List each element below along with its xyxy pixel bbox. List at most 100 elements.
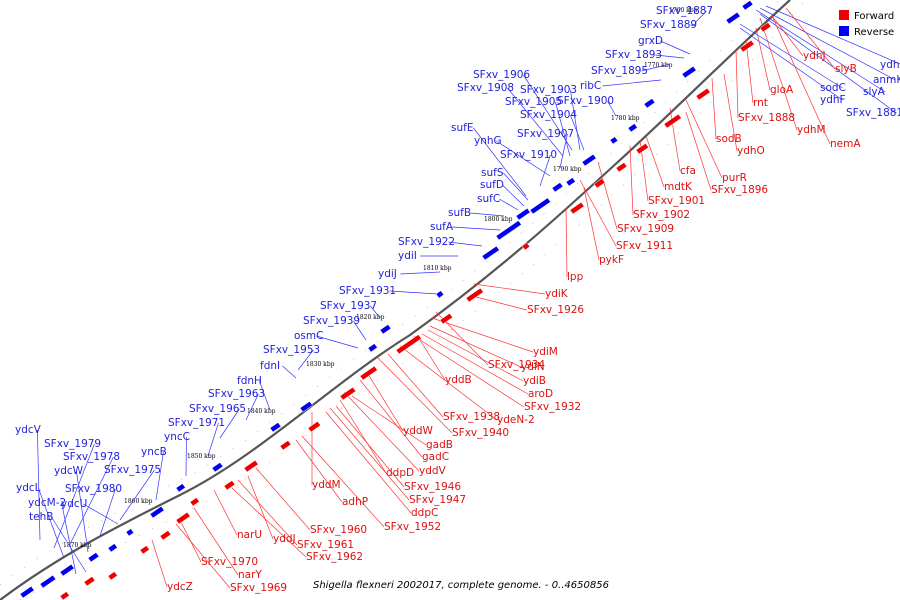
reverse-gene-label: SFxv_1971 xyxy=(168,417,225,429)
forward-leader-line xyxy=(597,161,618,230)
reverse-leader-line xyxy=(119,469,155,521)
reverse-gene-block xyxy=(211,462,224,473)
reverse-leader-line xyxy=(400,271,441,275)
legend-reverse-swatch xyxy=(839,26,849,36)
forward-gene-block xyxy=(175,511,191,525)
reverse-gene-label: sufC xyxy=(477,193,500,205)
forward-gene-label: SFxv_1926 xyxy=(527,304,584,316)
forward-gene-label: lpp xyxy=(567,271,584,283)
reverse-gene-label: SFxv_1893 xyxy=(605,49,662,61)
forward-gene-block xyxy=(159,530,172,541)
reverse-leader-line xyxy=(765,5,900,65)
reverse-leader-line xyxy=(503,172,529,201)
forward-leader-line xyxy=(237,479,298,546)
genome-caption: Shigella flexneri 2002017, complete geno… xyxy=(313,580,609,591)
tick-layer: 1760 kbp 1770 kbp 1780 kbp 1790 kbp 1800 kbp… xyxy=(63,7,698,549)
forward-gene-block xyxy=(359,365,378,381)
reverse-gene-label: SFxv_1910 xyxy=(500,149,557,161)
reverse-leader-line xyxy=(499,198,519,211)
reverse-leader-line xyxy=(37,429,41,541)
reverse-leader-line xyxy=(207,422,219,457)
forward-leader-line xyxy=(351,395,427,446)
forward-gene-label: yddJ xyxy=(273,533,296,545)
reverse-leader-line xyxy=(219,408,240,439)
reverse-leader-line xyxy=(507,87,564,157)
reverse-gene-label: SFxv_1979 xyxy=(44,438,101,450)
reverse-gene-label: anmK xyxy=(873,74,900,86)
forward-gene-label: SFxv_1961 xyxy=(297,539,354,551)
reverse-gene-label: SFxv_1922 xyxy=(398,236,455,248)
reverse-gene-label: osmC xyxy=(294,330,323,342)
reverse-leader-line xyxy=(155,451,164,501)
forward-gene-block xyxy=(307,421,321,433)
forward-gene-label: SFxv_1902 xyxy=(633,209,690,221)
reverse-leader-line xyxy=(69,456,114,545)
forward-leader-line xyxy=(427,329,524,382)
forward-leader-line xyxy=(735,49,739,119)
reverse-gene-label: sufE xyxy=(451,122,473,134)
reverse-gene-block xyxy=(515,207,531,221)
forward-gene-label: yddW xyxy=(403,425,434,437)
forward-gene-block xyxy=(593,178,606,189)
reverse-gene-label: ydcU xyxy=(61,498,87,510)
forward-leader-line xyxy=(565,207,568,278)
reverse-gene-block xyxy=(725,11,741,25)
reverse-gene-block xyxy=(495,220,522,241)
forward-gene-label: cfa xyxy=(680,165,696,177)
forward-leader-line xyxy=(583,187,600,261)
forward-leader-line xyxy=(745,39,754,104)
reverse-gene-label: sufS xyxy=(481,167,504,179)
reverse-leader-line xyxy=(739,27,843,101)
reverse-gene-label: SFxv_1900 xyxy=(557,95,614,107)
forward-leader-line xyxy=(231,487,307,558)
forward-gene-block xyxy=(189,497,200,507)
reverse-leader-line xyxy=(389,290,439,295)
forward-leader-line xyxy=(399,345,498,421)
reverse-gene-label: SFxv_1889 xyxy=(640,19,697,31)
reverse-leader-line xyxy=(496,140,551,177)
forward-leader-line xyxy=(645,135,665,188)
forward-gene-label: gadB xyxy=(426,439,453,451)
tick-label: 1800 kbp xyxy=(484,216,513,223)
forward-leader-line xyxy=(421,333,529,395)
forward-leader-line xyxy=(339,399,387,474)
reverse-leader-line xyxy=(61,502,77,575)
reverse-gene-label: fdnH xyxy=(237,375,262,387)
reverse-leader-line xyxy=(53,443,95,549)
forward-gene-label: ddpD xyxy=(386,467,414,479)
reverse-gene-block xyxy=(107,543,118,553)
reverse-leader-line xyxy=(690,24,697,27)
reverse-gene-block xyxy=(19,585,35,599)
forward-gene-block xyxy=(339,386,357,401)
forward-gene-block xyxy=(695,87,711,101)
reverse-leader-line xyxy=(759,7,896,81)
forward-gene-label: gloA xyxy=(770,84,794,96)
tick-label: 1840 kbp xyxy=(247,408,276,415)
reverse-gene-label: sufB xyxy=(448,207,471,219)
forward-gene-label: SFxv_1911 xyxy=(616,240,673,252)
forward-leader-line xyxy=(771,15,831,145)
reverse-gene-label: SFxv_1980 xyxy=(65,483,122,495)
reverse-gene-block xyxy=(609,136,619,145)
reverse-leader-line xyxy=(539,154,551,187)
forward-gene-label: slyB xyxy=(835,63,857,75)
reverse-leader-line xyxy=(570,114,585,151)
forward-leader-line xyxy=(343,391,420,472)
reverse-leader-line xyxy=(51,516,87,573)
tick-label: 1810 kbp xyxy=(423,265,452,272)
reverse-gene-label: grxD xyxy=(638,35,663,47)
forward-gene-block xyxy=(83,576,96,587)
forward-gene-label: SFxv_1940 xyxy=(452,427,509,439)
legend: Forward Reverse xyxy=(839,10,894,38)
reverse-gene-block xyxy=(367,343,378,353)
forward-gene-block xyxy=(59,591,70,600)
forward-leader-line xyxy=(175,523,231,589)
reverse-gene-block xyxy=(581,153,597,167)
forward-leader-line xyxy=(387,353,444,418)
reverse-gene-label: ydcV xyxy=(15,424,42,436)
reverse-gene-label: SFxv_1975 xyxy=(104,464,161,476)
forward-leader-line xyxy=(295,439,343,503)
forward-leader-line xyxy=(685,99,723,179)
reverse-gene-label: ydhA xyxy=(880,59,900,71)
tick-label: 1860 kbp xyxy=(124,498,153,505)
